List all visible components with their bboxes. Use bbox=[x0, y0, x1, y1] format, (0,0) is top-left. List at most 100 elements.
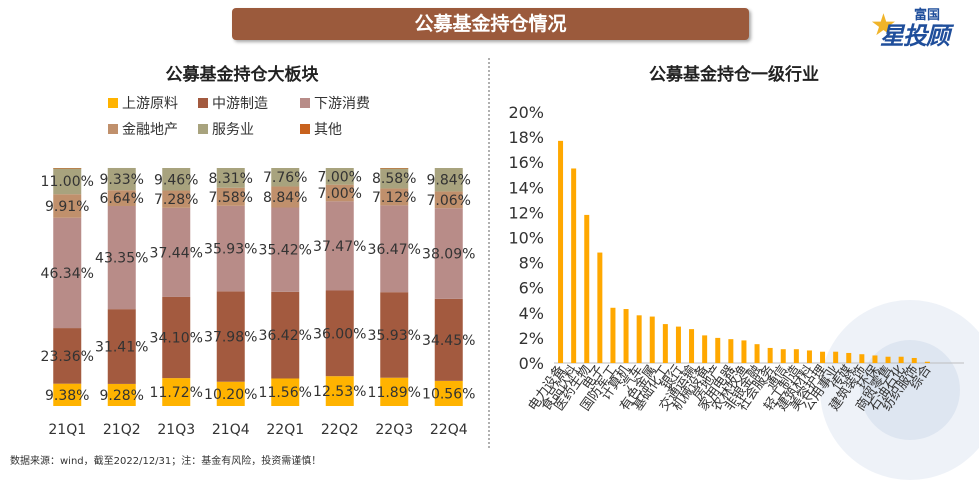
bar-segment-21Q4-3 bbox=[216, 205, 245, 292]
data-label-21Q1-5: 11.00% bbox=[41, 174, 94, 190]
x-tick-label-21Q2: 21Q2 bbox=[103, 422, 141, 438]
bar-segment-22Q2-5 bbox=[325, 168, 354, 185]
bar-segment-22Q3-4 bbox=[380, 188, 409, 206]
data-label-22Q3-5: 8.58% bbox=[372, 171, 416, 187]
section-divider bbox=[488, 58, 490, 448]
bar-国防军工 bbox=[610, 307, 616, 363]
data-label-21Q2-1: 9.28% bbox=[100, 388, 144, 404]
y-tick-label-4: 8% bbox=[519, 254, 544, 273]
bar-segment-21Q3-4 bbox=[162, 190, 191, 208]
data-label-21Q1-2: 23.36% bbox=[41, 349, 94, 365]
y-tick-label-3: 6% bbox=[519, 279, 544, 298]
data-label-22Q4-4: 7.06% bbox=[427, 193, 471, 209]
bar-segment-22Q1-2 bbox=[271, 291, 300, 379]
bar-电子 bbox=[597, 252, 603, 363]
y-tick-label-10: 20% bbox=[508, 103, 544, 122]
industry-bar-chart: 公募基金持仓一级行业0%2%4%6%8%10%12%14%16%18%20%电力… bbox=[508, 64, 964, 414]
data-label-21Q4-5: 8.31% bbox=[209, 171, 253, 187]
bar-segment-21Q2-3 bbox=[107, 205, 136, 310]
data-label-21Q3-4: 7.28% bbox=[154, 192, 198, 208]
bar-汽车 bbox=[636, 315, 642, 363]
bar-电力设备 bbox=[558, 140, 564, 363]
bar-segment-22Q1-4 bbox=[271, 186, 300, 208]
data-label-22Q4-1: 10.56% bbox=[422, 386, 475, 402]
x-tick-label-21Q3: 21Q3 bbox=[157, 422, 195, 438]
data-label-22Q2-1: 12.53% bbox=[313, 384, 366, 400]
brand-logo: ★ 富国 星投顾 bbox=[870, 2, 978, 50]
bar-社会服务 bbox=[767, 347, 773, 363]
bar-建筑材料 bbox=[806, 350, 812, 363]
bar-segment-22Q4-5 bbox=[434, 168, 463, 192]
bar-segment-21Q4-1 bbox=[216, 381, 245, 406]
data-label-21Q3-2: 34.10% bbox=[150, 331, 203, 347]
y-tick-label-7: 14% bbox=[508, 178, 544, 197]
data-label-22Q2-3: 37.47% bbox=[313, 239, 366, 255]
x-tick-label-22Q3: 22Q3 bbox=[375, 422, 413, 438]
legend-swatch-6 bbox=[300, 124, 310, 134]
x-tick-label-21Q1: 21Q1 bbox=[48, 422, 86, 438]
legend-label-2: 中游制造 bbox=[212, 96, 268, 112]
bar-segment-22Q4-4 bbox=[434, 191, 463, 209]
data-label-21Q2-3: 43.35% bbox=[95, 251, 148, 267]
bar-segment-21Q3-3 bbox=[162, 207, 191, 297]
bar-计算机 bbox=[623, 309, 629, 363]
data-label-22Q1-2: 36.42% bbox=[259, 328, 312, 344]
data-label-21Q2-4: 6.64% bbox=[100, 191, 144, 207]
bar-segment-21Q1-6 bbox=[53, 168, 82, 169]
data-label-21Q3-1: 11.72% bbox=[150, 385, 203, 401]
bar-segment-22Q4-3 bbox=[434, 208, 463, 299]
bar-segment-21Q1-2 bbox=[53, 328, 82, 384]
data-label-21Q4-2: 37.98% bbox=[204, 330, 257, 346]
bar-segment-22Q4-1 bbox=[434, 380, 463, 406]
legend-swatch-4 bbox=[108, 124, 118, 134]
bar-商贸零售 bbox=[885, 356, 891, 363]
data-label-21Q4-4: 7.58% bbox=[209, 190, 253, 206]
data-label-22Q2-2: 36.00% bbox=[313, 326, 366, 342]
x-tick-label-22Q1: 22Q1 bbox=[266, 422, 304, 438]
bar-交通运输 bbox=[689, 329, 695, 363]
bar-segment-21Q2-1 bbox=[107, 383, 136, 406]
bar-基础化工 bbox=[662, 324, 668, 363]
bar-segment-21Q3-2 bbox=[162, 296, 191, 379]
data-label-21Q1-3: 46.34% bbox=[41, 266, 94, 282]
bar-房地产 bbox=[715, 337, 721, 363]
bar-综合 bbox=[924, 361, 930, 363]
bar-环保 bbox=[872, 355, 878, 363]
bar-有色金属 bbox=[649, 316, 655, 363]
bar-家用电器 bbox=[728, 339, 734, 363]
bar-segment-22Q1-3 bbox=[271, 207, 300, 292]
bar-美容护理 bbox=[820, 351, 826, 363]
data-label-21Q4-1: 10.20% bbox=[204, 387, 257, 403]
bar-食品饮料 bbox=[571, 168, 577, 363]
bar-segment-22Q3-2 bbox=[380, 292, 409, 378]
y-tick-label-6: 12% bbox=[508, 203, 544, 222]
data-label-21Q3-5: 9.46% bbox=[154, 172, 198, 188]
bar-segment-22Q3-3 bbox=[380, 205, 409, 293]
bar-segment-22Q3-6 bbox=[380, 168, 409, 169]
bar-非银金融 bbox=[754, 344, 760, 363]
data-label-21Q2-2: 31.41% bbox=[95, 340, 148, 356]
watermark-circle bbox=[820, 300, 979, 480]
bar-segment-21Q3-1 bbox=[162, 378, 191, 406]
x-tick-label-22Q2: 22Q2 bbox=[321, 422, 359, 438]
bar-segment-21Q2-5 bbox=[107, 167, 136, 191]
y-tick-label-2: 4% bbox=[519, 304, 544, 323]
bar-segment-21Q1-1 bbox=[53, 383, 82, 406]
chart-title: 公募基金持仓一级行业 bbox=[649, 64, 819, 85]
bar-segment-22Q3-5 bbox=[380, 168, 409, 189]
x-tick-label-22Q4: 22Q4 bbox=[430, 422, 468, 438]
data-label-21Q4-3: 35.93% bbox=[204, 242, 257, 258]
y-tick-label-1: 2% bbox=[519, 329, 544, 348]
bar-传媒 bbox=[846, 352, 852, 363]
data-label-22Q1-1: 11.56% bbox=[259, 385, 312, 401]
bar-segment-21Q1-3 bbox=[53, 217, 82, 329]
data-label-22Q2-4: 7.00% bbox=[318, 186, 362, 202]
bar-建筑装饰 bbox=[859, 354, 865, 363]
data-label-22Q3-1: 11.89% bbox=[368, 385, 421, 401]
legend-swatch-3 bbox=[300, 98, 310, 108]
data-label-21Q2-5: 9.33% bbox=[100, 172, 144, 188]
y-tick-label-0: 0% bbox=[519, 354, 544, 373]
x-tick-label-21Q4: 21Q4 bbox=[212, 422, 250, 438]
chart-title: 公募基金持仓大板块 bbox=[166, 64, 320, 85]
y-tick-label-8: 16% bbox=[508, 153, 544, 172]
